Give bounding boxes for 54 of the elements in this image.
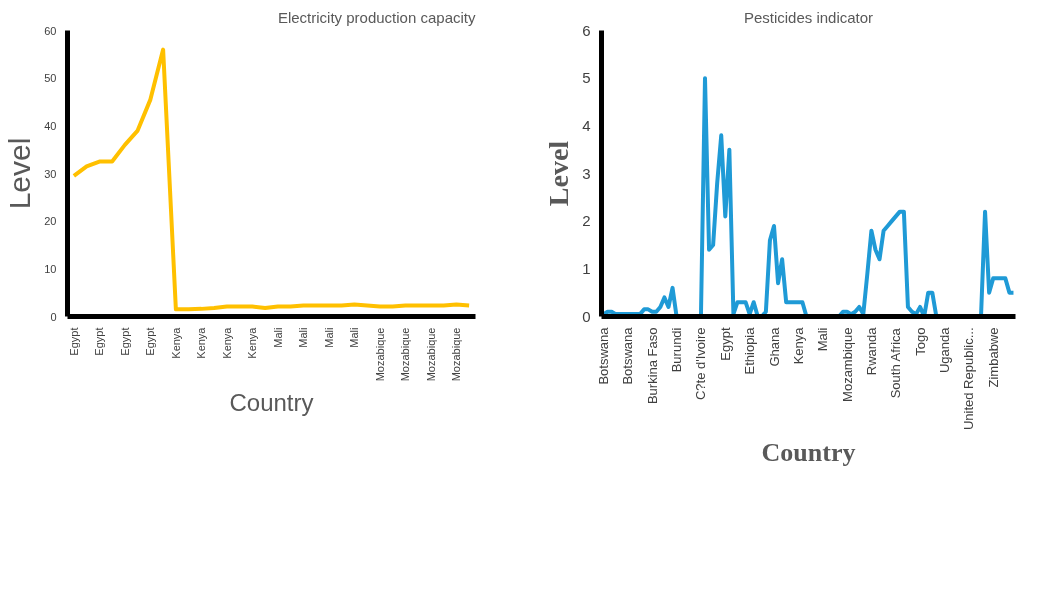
x-tick-label: Egypt xyxy=(67,327,80,356)
x-tick-label: Mali xyxy=(348,327,361,348)
y-tick-label: 6 xyxy=(582,21,591,39)
y-tick-label: 0 xyxy=(582,307,591,325)
x-tick-label: Botswana xyxy=(620,326,636,385)
x-tick-label: Kenya xyxy=(220,326,233,359)
x-tick-label: Mozabique xyxy=(399,327,412,382)
x-tick-label: Zimbabwe xyxy=(985,327,1001,388)
x-tick-label: Mali xyxy=(297,327,310,348)
y-axis-title: Level xyxy=(543,140,575,207)
x-tick-label: Burundi xyxy=(669,327,685,373)
y-axis-title: Level xyxy=(3,137,37,210)
x-tick-label: C?te d'Ivoire xyxy=(693,327,709,401)
x-tick-label: Mali xyxy=(815,327,831,352)
x-tick-label: South Africa xyxy=(888,327,904,399)
x-tick-label: Egypt xyxy=(93,327,106,356)
y-tick-label: 0 xyxy=(50,310,57,323)
x-tick-label: Mozabique xyxy=(424,327,437,382)
x-axis-title: Country xyxy=(229,389,314,417)
x-tick-label: Kenya xyxy=(246,326,259,359)
x-tick-label: Mali xyxy=(322,327,335,348)
y-tick-label: 1 xyxy=(582,259,591,277)
y-tick-label: 60 xyxy=(44,24,57,37)
x-tick-label: Burkina Faso xyxy=(644,327,660,405)
x-tick-label: Ghana xyxy=(766,326,782,367)
x-tick-label: Egypt xyxy=(118,327,131,356)
y-tick-label: 10 xyxy=(44,262,57,275)
chart-title: Pesticides indicator xyxy=(743,8,874,26)
x-tick-label: Botswana xyxy=(596,326,612,385)
y-tick-label: 30 xyxy=(44,167,57,180)
x-tick-label: Mozambique xyxy=(839,327,855,402)
y-tick-label: 50 xyxy=(44,72,57,85)
x-tick-label: Kenya xyxy=(195,326,208,359)
x-tick-label: Egypt xyxy=(144,327,157,356)
x-tick-label: Ethiopia xyxy=(742,326,758,375)
x-tick-label: Kenya xyxy=(169,326,182,359)
y-tick-label: 5 xyxy=(582,69,591,87)
x-tick-label: Mali xyxy=(271,327,284,348)
x-tick-label: Egypt xyxy=(717,327,733,361)
chart-title: Electricity production capacity xyxy=(277,8,476,26)
x-tick-label: United Republic... xyxy=(961,327,977,431)
x-tick-label: Rwanda xyxy=(863,326,879,376)
y-tick-label: 4 xyxy=(582,116,591,134)
y-tick-label: 20 xyxy=(44,215,57,228)
x-tick-label: Mozabique xyxy=(450,327,463,382)
x-axis-title: Country xyxy=(761,438,856,468)
y-tick-label: 40 xyxy=(44,119,57,132)
x-tick-label: Kenya xyxy=(790,326,806,365)
line-series xyxy=(71,47,472,312)
y-tick-label: 3 xyxy=(582,164,591,182)
x-tick-label: Togo xyxy=(912,327,928,356)
x-tick-label: Mozabique xyxy=(373,327,386,382)
y-tick-label: 2 xyxy=(582,212,591,230)
x-tick-label: Uganda xyxy=(936,326,952,374)
